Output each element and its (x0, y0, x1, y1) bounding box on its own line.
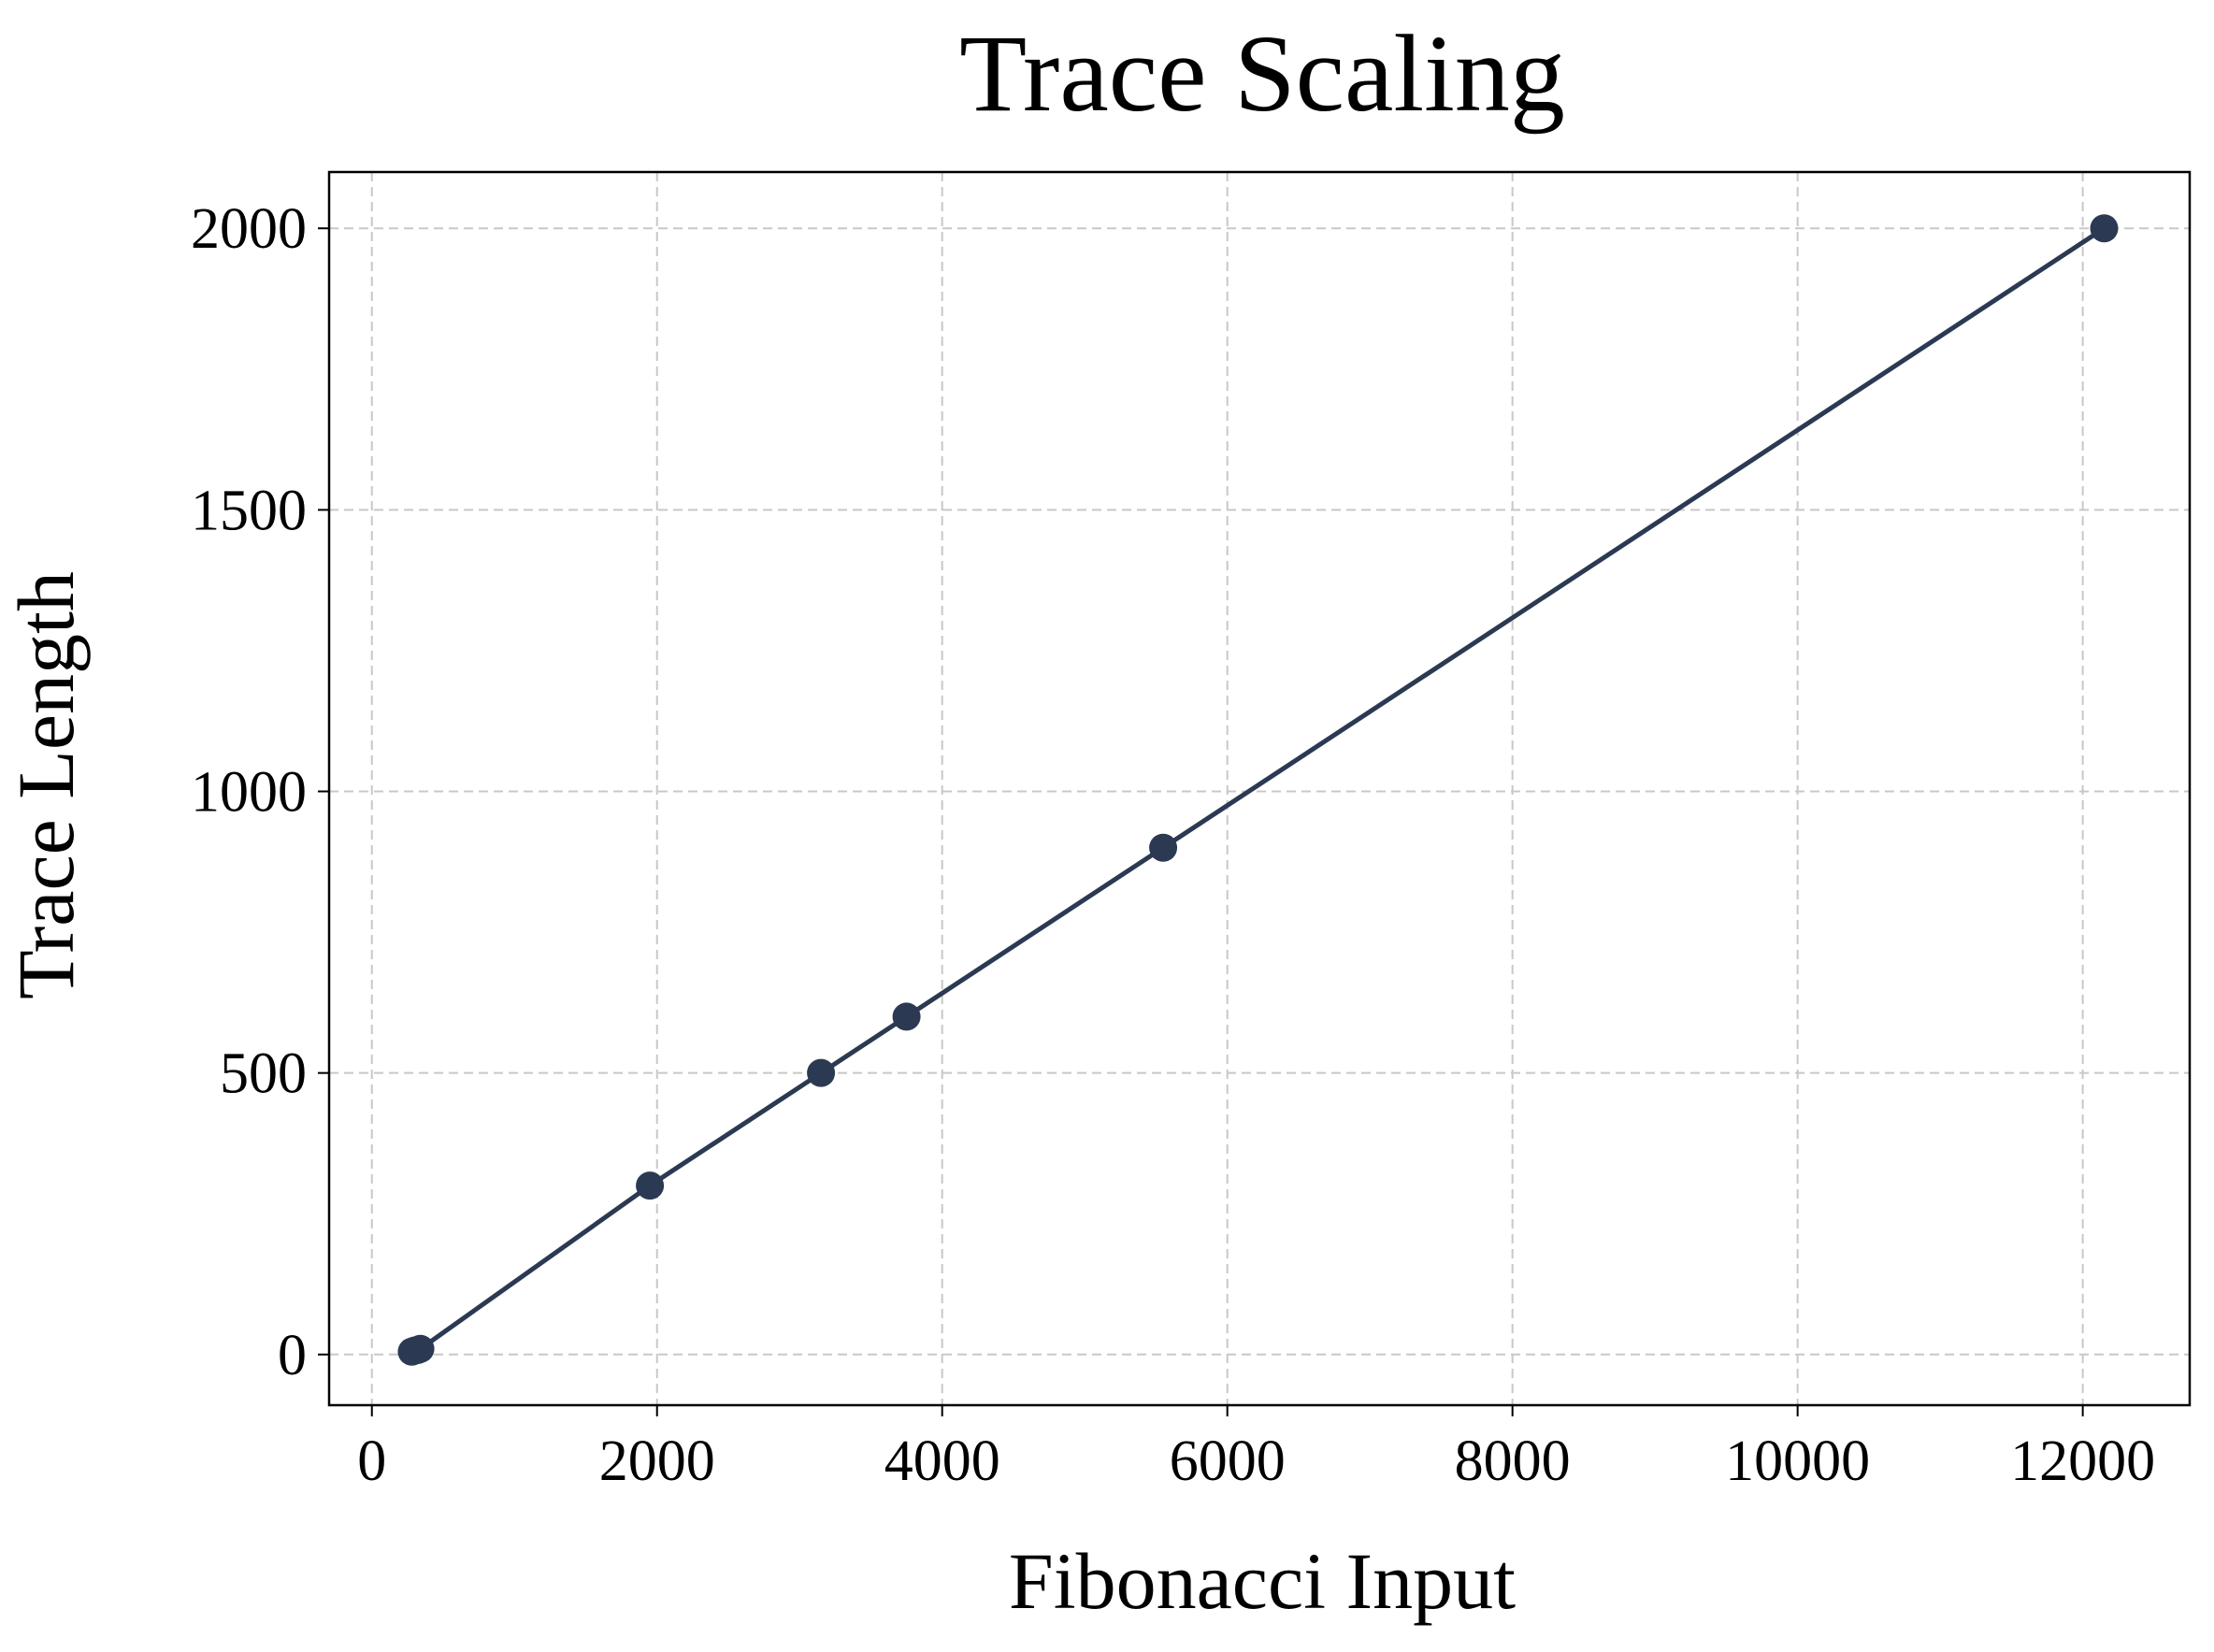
y-tick-label: 2000 (191, 197, 307, 261)
x-tick-label: 8000 (1455, 1429, 1571, 1493)
y-tick-label: 1500 (191, 479, 307, 542)
x-tick-label: 0 (357, 1429, 386, 1493)
plot-area-frame (327, 170, 2192, 1407)
x-tick-label: 6000 (1170, 1429, 1286, 1493)
chart-title: Trace Scaling (959, 12, 1565, 135)
y-axis-ticks: 0 500 1000 1500 2000 (191, 197, 329, 1387)
data-point (807, 1058, 836, 1087)
series-group (397, 214, 2119, 1366)
y-tick-label: 500 (220, 1042, 307, 1106)
data-point (1149, 833, 1178, 862)
x-tick-label: 12000 (2010, 1429, 2155, 1493)
data-point (892, 1002, 921, 1031)
gridlines (329, 172, 2190, 1405)
x-axis-label: Fibonacci Input (1009, 1536, 1516, 1626)
x-tick-label: 10000 (1725, 1429, 1870, 1493)
x-axis-ticks: 0 2000 4000 6000 8000 10000 12000 (357, 1405, 2155, 1493)
y-axis-label: Trace Length (1, 571, 91, 999)
data-point (636, 1171, 665, 1200)
y-tick-label: 0 (278, 1324, 307, 1387)
x-tick-label: 4000 (884, 1429, 1000, 1493)
y-tick-label: 1000 (191, 761, 307, 825)
data-point (406, 1334, 435, 1363)
x-tick-label: 2000 (599, 1429, 715, 1493)
data-point (2090, 214, 2119, 243)
series-line (409, 225, 2106, 1355)
